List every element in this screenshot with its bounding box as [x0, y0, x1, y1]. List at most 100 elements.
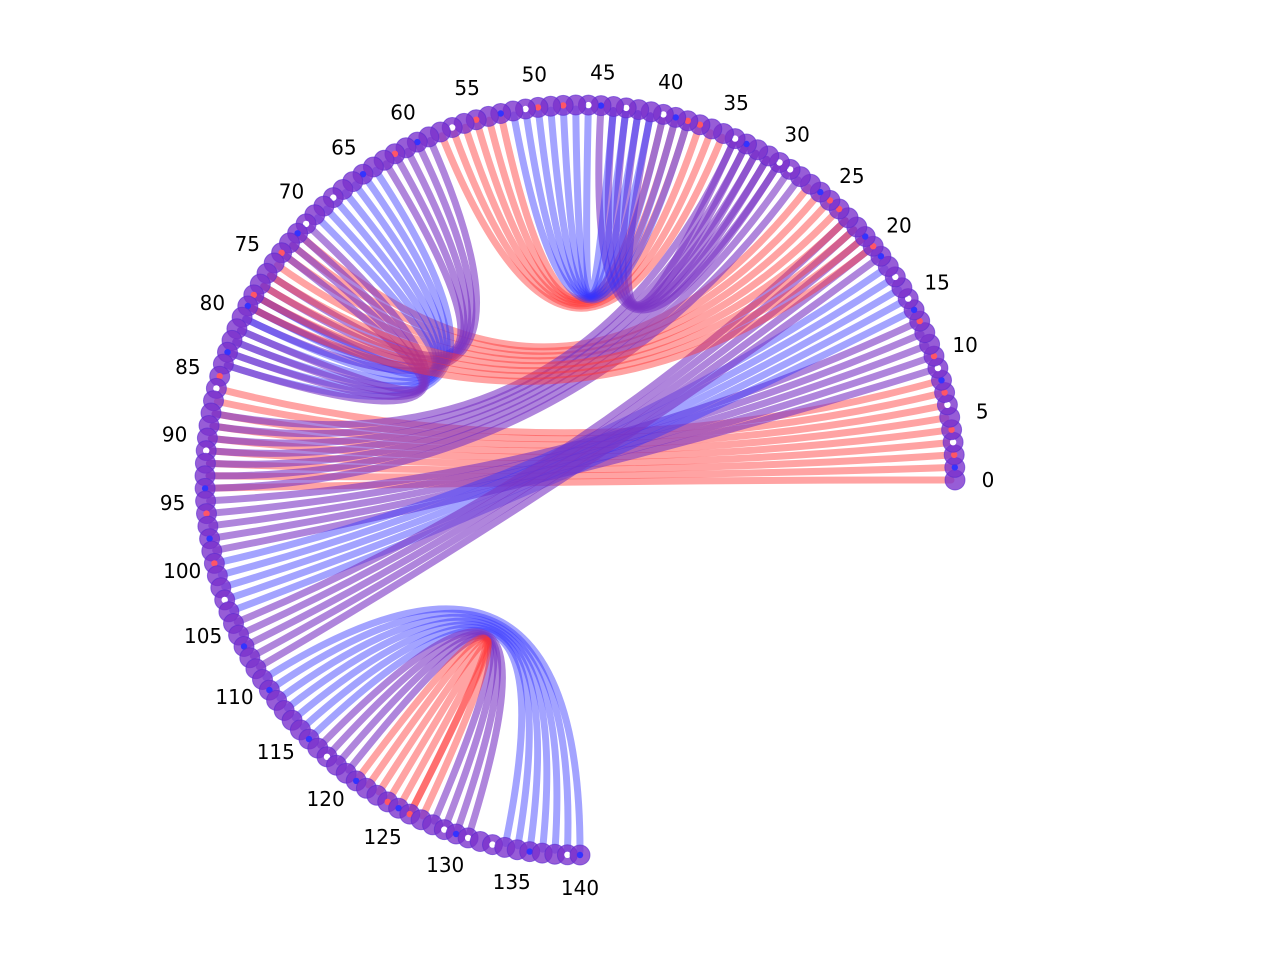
node-label: 125 [364, 825, 402, 849]
chord-link [242, 197, 443, 382]
chord-node-dot [216, 373, 223, 380]
chord-node-dot [224, 349, 231, 356]
chord-link [535, 107, 667, 301]
chord-link [365, 635, 490, 815]
chord-node-dot [941, 389, 948, 396]
chord-link [262, 605, 584, 855]
chord-link [205, 176, 802, 492]
chord-link [547, 106, 654, 300]
node-label: 95 [160, 491, 185, 515]
node-label: 135 [493, 870, 531, 894]
chord-link [308, 626, 526, 847]
chord-link [276, 613, 561, 854]
node-label: 50 [522, 63, 547, 87]
chord-link [253, 214, 439, 376]
chord-node-dot [414, 138, 421, 146]
node-label: 75 [235, 232, 260, 256]
chord-node-dot [944, 401, 951, 408]
node-label: 15 [924, 271, 949, 295]
chord-node-dot [244, 302, 251, 310]
chord-labels: 0 5 10 15 20 25 30 35 40 45 50 55 60 65 70 75 80 85 90 95 10… [160, 61, 994, 900]
chord-link [238, 226, 858, 637]
chord-link [583, 105, 617, 299]
chord-link [355, 634, 492, 820]
chord-link [595, 106, 781, 314]
chord-link [438, 132, 726, 312]
chord-node-dot [660, 111, 667, 118]
chord-link [345, 633, 495, 825]
chord-node-dot [949, 439, 957, 446]
chord-node-dot [221, 596, 228, 604]
chord-node-dot [696, 121, 704, 128]
chord-link [253, 235, 866, 380]
node-label: 60 [390, 100, 415, 124]
chord-node-dot [526, 848, 533, 855]
node-label: 120 [307, 787, 345, 811]
chord-node-dot [564, 851, 571, 858]
node-label: 0 [982, 468, 995, 492]
chord-link [461, 123, 703, 308]
node-label: 110 [215, 685, 253, 709]
chord-node-dot [576, 851, 584, 859]
node-label: 85 [175, 355, 200, 379]
chord-node-dot [672, 114, 679, 121]
chord-node-dot [910, 306, 918, 313]
chord-link [266, 217, 849, 370]
chord-node-dot [441, 826, 448, 833]
node-label: 105 [184, 624, 222, 648]
node-label: 40 [658, 70, 683, 94]
chord-node-dot [743, 140, 750, 148]
chord-link [485, 116, 679, 304]
chord-link [216, 377, 942, 437]
chord-node-dot [934, 364, 942, 372]
node-label: 100 [163, 559, 201, 583]
chord-link [255, 255, 882, 671]
chord-link [233, 217, 849, 626]
node-label: 30 [784, 123, 809, 147]
chord-node-dot [449, 124, 456, 131]
chord-link [269, 609, 572, 855]
chord-link [386, 637, 492, 809]
chord-link [283, 617, 551, 853]
chord-link [473, 120, 691, 306]
chord-node-dot [522, 105, 529, 113]
chord-node-dot [497, 110, 504, 117]
chord-link [266, 160, 465, 360]
chord-node-dot [951, 451, 958, 458]
chord-node-dot [534, 104, 542, 111]
chord-link [375, 637, 492, 815]
chord-links [205, 105, 955, 855]
node-label: 80 [200, 291, 225, 315]
chord-node-dot [731, 135, 739, 142]
chord-node-dot [452, 830, 460, 838]
chord-link [559, 105, 642, 299]
chord-node-dot [489, 841, 496, 848]
chord-nodes [194, 94, 966, 866]
chord-node-dot [203, 510, 210, 517]
node-label: 130 [426, 853, 464, 877]
chord-link [205, 476, 955, 492]
node-label: 20 [886, 214, 911, 238]
chord-node-dot [464, 834, 472, 842]
chord-node-dot [211, 560, 218, 567]
node-label: 45 [590, 61, 615, 85]
chord-link [291, 620, 542, 852]
chord-node-dot [951, 464, 958, 471]
chord-link [207, 149, 760, 447]
node-label: 55 [454, 76, 479, 100]
node-label: 90 [162, 422, 187, 446]
chord-link [498, 113, 667, 303]
chord-link [572, 105, 630, 299]
node-label: 25 [839, 164, 864, 188]
chord-link [244, 235, 866, 649]
chord-node-dot [203, 447, 210, 454]
chord-node-dot [930, 352, 938, 360]
chord-node-dot [201, 485, 209, 492]
node-label: 65 [331, 135, 356, 159]
chord-node-dot [560, 102, 567, 109]
node-label: 70 [279, 180, 304, 204]
chord-node-dot [213, 385, 220, 392]
node-label: 115 [257, 740, 295, 764]
